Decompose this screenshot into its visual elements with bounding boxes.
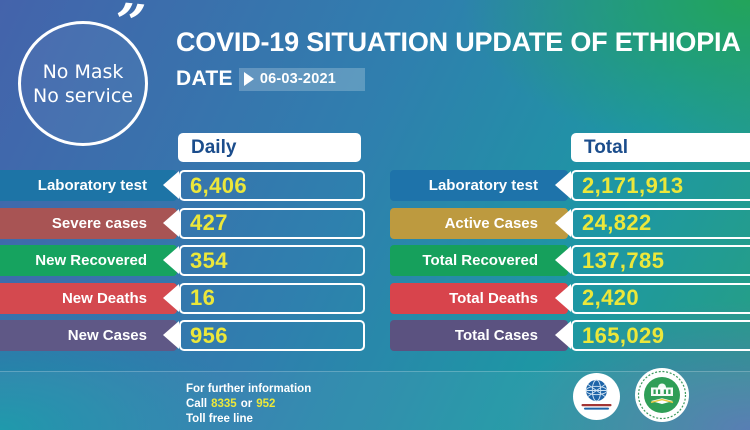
stat-label-ribbon: New Cases — [0, 320, 177, 351]
footer-info-line-1: For further information — [186, 383, 312, 395]
stat-value: 427 — [190, 210, 228, 235]
stat-label: Total Recovered — [422, 252, 538, 269]
stat-value-box: 6,406 — [179, 170, 365, 201]
toll-free-number-1: 8335 — [211, 398, 237, 410]
date-row: DATE 06-03-2021 — [176, 66, 365, 92]
stat-row: Severe cases 427 — [0, 207, 365, 239]
stat-label: Severe cases — [51, 214, 147, 232]
badge-line-2: No service — [33, 84, 133, 107]
arrow-notch-icon — [555, 208, 571, 237]
badge-line-1: No Mask — [42, 60, 124, 83]
stat-label: Total Cases — [454, 327, 538, 344]
quote-icon: ” — [111, 0, 149, 56]
stat-value-box: 2,171,913 — [571, 170, 750, 201]
stat-label: Laboratory test — [37, 177, 147, 194]
stat-label-ribbon: Active Cases — [390, 207, 568, 239]
daily-column: Laboratory test 6,406 Severe cases 427 N… — [0, 170, 365, 358]
stat-label: Laboratory test — [428, 177, 538, 194]
play-arrow-icon — [243, 72, 254, 86]
stat-label: Total Deaths — [449, 289, 538, 307]
stat-row: Laboratory test 2,171,913 — [390, 170, 750, 201]
arrow-notch-icon — [163, 283, 179, 312]
date-value: 06-03-2021 — [259, 71, 336, 87]
total-column: Laboratory test 2,171,913 Active Cases 2… — [390, 170, 750, 358]
public-health-institute-logo — [635, 368, 689, 422]
date-strip: 06-03-2021 — [238, 67, 365, 91]
call-connector: or — [240, 398, 253, 410]
stat-label: New Recovered — [35, 252, 147, 269]
stat-row: New Recovered 354 — [0, 245, 365, 276]
page-title: COVID-19 SITUATION UPDATE OF ETHIOPIA — [176, 27, 741, 57]
footer-info: For further information Call 8335 or 952 To… — [186, 382, 311, 427]
stat-value: 956 — [190, 322, 228, 348]
building-book-icon — [635, 368, 689, 422]
stat-label-ribbon: Total Cases — [390, 320, 568, 351]
toll-free-number-2: 952 — [256, 398, 276, 410]
stat-value-box: 956 — [179, 320, 365, 351]
stat-label: New Cases — [67, 327, 147, 344]
stat-row: Total Cases 165,029 — [390, 320, 750, 351]
globe-icon — [581, 379, 612, 410]
stat-row: New Cases 956 — [0, 320, 365, 351]
stat-label: Active Cases — [444, 214, 538, 232]
stat-row: Active Cases 24,822 — [390, 207, 750, 239]
stat-value: 2,420 — [582, 285, 640, 310]
footer-call-line: Call 8335 or 952 — [186, 397, 311, 412]
stat-label-ribbon: Total Recovered — [390, 245, 568, 276]
stat-value: 354 — [190, 247, 228, 273]
arrow-notch-icon — [163, 171, 179, 199]
arrow-notch-icon — [163, 246, 179, 274]
stat-value: 6,406 — [190, 172, 248, 198]
arrow-notch-icon — [163, 208, 179, 237]
daily-column-header: Daily — [178, 133, 361, 162]
stat-value-box: 16 — [179, 282, 365, 314]
stat-value: 16 — [190, 285, 216, 310]
stat-label: New Deaths — [61, 289, 147, 307]
stat-label-ribbon: Total Deaths — [390, 282, 568, 314]
stat-row: New Deaths 16 — [0, 282, 365, 314]
arrow-notch-icon — [555, 171, 571, 199]
stat-value-box: 24,822 — [571, 207, 750, 239]
stat-value: 2,171,913 — [582, 172, 684, 198]
ministry-of-health-logo — [573, 373, 620, 420]
arrow-notch-icon — [555, 246, 571, 274]
no-mask-badge: No Mask No service — [18, 21, 148, 146]
stat-label-ribbon: New Deaths — [0, 282, 177, 314]
stat-label-ribbon: New Recovered — [0, 245, 177, 276]
arrow-notch-icon — [555, 321, 571, 349]
date-label: DATE — [176, 67, 233, 90]
arrow-notch-icon — [555, 283, 571, 312]
stat-label-ribbon: Laboratory test — [0, 170, 177, 201]
stat-value-box: 137,785 — [571, 245, 750, 276]
stat-row: Total Deaths 2,420 — [390, 282, 750, 314]
arrow-notch-icon — [163, 321, 179, 349]
stat-label-ribbon: Laboratory test — [390, 170, 568, 201]
stat-value: 137,785 — [582, 247, 665, 273]
stat-row: Laboratory test 6,406 — [0, 170, 365, 201]
stat-value: 24,822 — [582, 210, 652, 235]
stat-label-ribbon: Severe cases — [0, 207, 177, 239]
stat-value-box: 354 — [179, 245, 365, 276]
stat-value-box: 427 — [179, 207, 365, 239]
stat-row: Total Recovered 137,785 — [390, 245, 750, 276]
footer-info-line-3: Toll free line — [186, 413, 253, 425]
footer-band — [0, 371, 750, 430]
stat-value-box: 2,420 — [571, 282, 750, 314]
call-prefix: Call — [186, 398, 208, 410]
stat-value-box: 165,029 — [571, 320, 750, 351]
total-column-header: Total — [571, 133, 750, 162]
stat-value: 165,029 — [582, 322, 665, 348]
